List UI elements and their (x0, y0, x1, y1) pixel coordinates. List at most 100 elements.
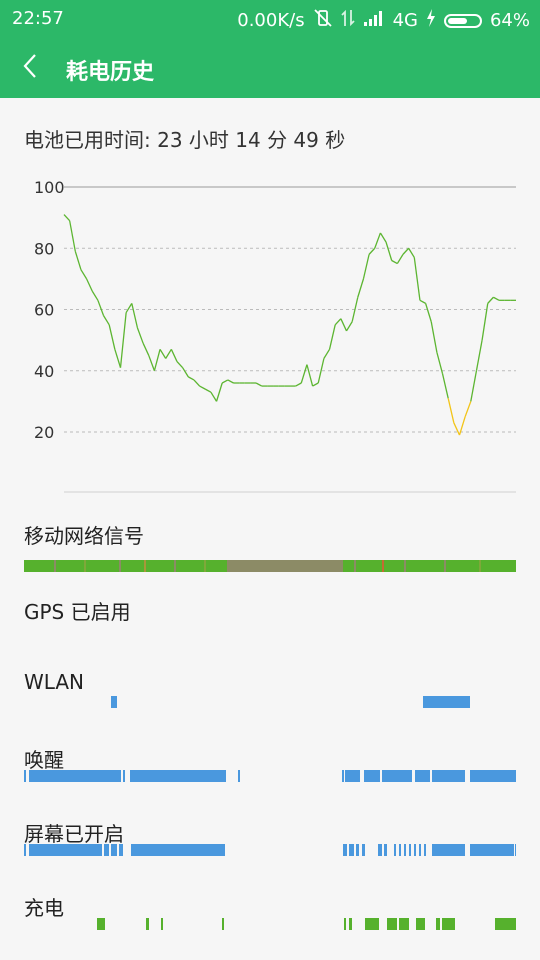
signal-tick (382, 560, 384, 572)
chevron-left-icon[interactable] (22, 52, 38, 87)
wakeup-segment (415, 770, 430, 782)
charging-segment (344, 918, 346, 930)
screen-segment (404, 844, 406, 856)
charging-segment (436, 918, 440, 930)
wakeup-segment (364, 770, 380, 782)
battery-level-fill (448, 18, 467, 24)
charging-segment (495, 918, 516, 930)
wakeup-timeline (24, 770, 516, 782)
battery-line-segment (160, 349, 166, 358)
section-label-charging: 充电 (24, 892, 64, 921)
y-tick-label: 60 (34, 301, 54, 320)
battery-line-segment (363, 254, 369, 279)
signal-tick (354, 560, 356, 572)
charging-segment (416, 918, 425, 930)
battery-line-segment (493, 297, 499, 300)
screen-segment (419, 844, 421, 856)
battery-line-segment (109, 325, 115, 350)
battery-line-segment (81, 270, 87, 279)
battery-line-segment (409, 248, 415, 257)
battery-line-segment (217, 383, 223, 401)
vibrate-off-icon (313, 8, 333, 33)
battery-line-segment (171, 349, 177, 361)
battery-line-segment (222, 380, 228, 383)
battery-line-segment (403, 248, 409, 254)
wlan-segment (423, 696, 470, 708)
battery-line-segment (104, 316, 110, 325)
wakeup-segment (382, 770, 412, 782)
battery-line-low-segment (465, 401, 471, 416)
signal-weak-segment (227, 560, 343, 572)
signal-tick (404, 560, 406, 572)
status-right: 0.00K/s 4G 64% (237, 8, 530, 33)
battery-line-segment (188, 377, 194, 380)
battery-line-segment (313, 383, 319, 386)
wlan-segment (111, 696, 117, 708)
battery-line-segment (64, 215, 70, 221)
battery-icon (444, 14, 482, 28)
wakeup-segment (432, 770, 465, 782)
screen-segment (515, 844, 516, 856)
battery-line-segment (443, 374, 449, 399)
wakeup-segment (24, 770, 26, 782)
battery-line-segment (330, 325, 336, 350)
screen-on-timeline (24, 844, 516, 856)
screen-segment (362, 844, 365, 856)
screen-segment (24, 844, 26, 856)
battery-line-segment (301, 365, 307, 383)
signal-tick (84, 560, 86, 572)
charging-segment (349, 918, 352, 930)
battery-line-segment (200, 386, 206, 389)
wakeup-segment (345, 770, 360, 782)
y-tick-label: 20 (34, 423, 54, 442)
battery-line-segment (392, 261, 398, 264)
charging-segment (222, 918, 224, 930)
battery-line-segment (194, 380, 200, 386)
battery-line-segment (369, 248, 375, 254)
battery-line-segment (121, 313, 127, 368)
wakeup-segment (130, 770, 226, 782)
battery-line-segment (420, 300, 426, 303)
battery-line-segment (211, 392, 217, 401)
battery-line-segment (98, 300, 104, 315)
battery-line-low-segment (454, 423, 460, 435)
signal-icon (363, 9, 385, 32)
battery-line-segment (205, 389, 211, 392)
screen-segment (424, 844, 426, 856)
screen-segment (409, 844, 411, 856)
screen-segment (356, 844, 359, 856)
battery-line-segment (183, 368, 189, 377)
battery-line-segment (296, 383, 302, 386)
battery-line-segment (347, 322, 353, 331)
battery-line-segment (414, 257, 420, 300)
battery-line-segment (228, 380, 234, 383)
section-label-gps: GPS 已启用 (24, 596, 131, 625)
battery-line-segment (431, 322, 437, 353)
network-type: 4G (393, 10, 418, 31)
section-label-screen-on: 屏幕已开启 (24, 818, 124, 847)
charging-timeline (24, 918, 516, 930)
signal-tick (144, 560, 146, 572)
wakeup-segment (342, 770, 344, 782)
battery-line-segment (358, 279, 364, 297)
mobile-signal-bar (24, 560, 516, 572)
charging-segment (399, 918, 409, 930)
battery-line-segment (143, 343, 149, 355)
battery-line-segment (132, 303, 138, 328)
charging-segment (161, 918, 163, 930)
page-title: 耗电历史 (66, 54, 154, 86)
battery-line-segment (256, 383, 262, 386)
screen-segment (432, 844, 465, 856)
screen-segment (394, 844, 396, 856)
section-label-wakeup: 唤醒 (24, 744, 64, 773)
battery-history-chart: 100 80 60 40 20 (0, 170, 540, 500)
screen-segment (111, 844, 117, 856)
battery-line-segment (70, 221, 76, 252)
charging-segment (146, 918, 149, 930)
screen-segment (470, 844, 514, 856)
signal-tick (479, 560, 481, 572)
screen-segment (119, 844, 123, 856)
status-bar: 22:57 0.00K/s 4G 64% (0, 0, 540, 38)
wakeup-segment (470, 770, 516, 782)
battery-line-segment (426, 303, 432, 321)
